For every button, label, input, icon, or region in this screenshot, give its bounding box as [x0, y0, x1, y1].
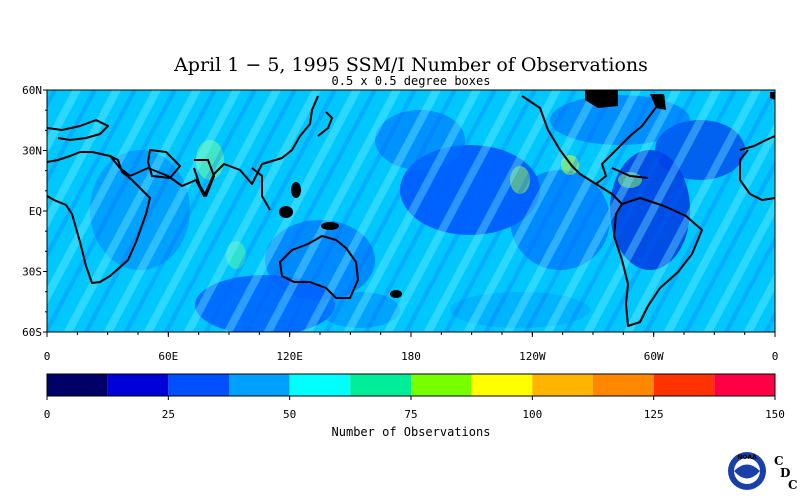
- coastlines: [47, 95, 775, 327]
- colorbar-swatch: [714, 374, 775, 396]
- land-mask: [279, 90, 775, 298]
- coast-west-africa-right: [739, 149, 775, 201]
- coast-australia: [279, 235, 359, 299]
- cdc-letter-c1: C: [774, 454, 784, 468]
- lat-tick-label: 30S: [22, 266, 42, 279]
- colorbar-tick-label: 150: [765, 408, 785, 421]
- cdc-letter-c2: C: [788, 478, 798, 492]
- lat-tick-label: 60N: [22, 84, 42, 97]
- land-mask-labrador: [650, 94, 666, 110]
- noaa-ring-text: NOAA: [737, 454, 757, 461]
- colorbar-swatch: [47, 374, 108, 396]
- colorbar-swatch: [532, 374, 593, 396]
- land-mask-islands: [291, 182, 301, 198]
- cdc-letter-d: D: [780, 466, 790, 480]
- coast-arabia: [147, 149, 181, 179]
- lat-tick-label: 60S: [22, 326, 42, 339]
- lat-tick-label: EQ: [29, 205, 42, 218]
- colorbar-swatch: [411, 374, 472, 396]
- figure-title: April 1 − 5, 1995 SSM/I Number of Observ…: [173, 54, 648, 76]
- figure-subtitle: 0.5 x 0.5 degree boxes: [332, 74, 491, 88]
- lon-tick-label: 0: [44, 350, 51, 363]
- longitude-axis: 0 60E 120E 180 120W 60W 0: [44, 332, 779, 363]
- land-mask-new-zealand: [390, 290, 402, 298]
- colorbar-swatch: [593, 374, 654, 396]
- map-panel: [47, 90, 775, 332]
- colorbar-swatch: [107, 374, 169, 396]
- land-mask-borneo: [279, 206, 293, 218]
- colorbar-swatch: [471, 374, 533, 396]
- colorbar-tick-label: 25: [162, 408, 175, 421]
- colorbar-tick-label: 125: [644, 408, 664, 421]
- colorbar: 0 25 50 75 100 125 150: [44, 373, 785, 421]
- coast-south-america: [613, 197, 703, 327]
- colorbar-swatch: [350, 374, 411, 396]
- colorbar-swatch: [653, 374, 715, 396]
- colorbar-swatch: [289, 374, 351, 396]
- lon-tick-label: 120W: [519, 350, 546, 363]
- coast-india: [193, 159, 215, 197]
- colorbar-tick-label: 75: [404, 408, 417, 421]
- land-mask-new-guinea: [321, 222, 339, 230]
- coast-se-asia: [251, 167, 271, 211]
- coast-africa: [47, 151, 151, 284]
- colorbar-swatch: [229, 374, 290, 396]
- colorbar-tick-label: 0: [44, 408, 51, 421]
- colorbar-label: Number of Observations: [332, 425, 491, 439]
- lon-tick-label: 60E: [158, 350, 178, 363]
- swath-texture: [47, 90, 775, 332]
- coast-caribbean: [611, 167, 649, 179]
- lat-tick-label: 30N: [22, 145, 42, 158]
- coast-red-sea: [109, 155, 131, 177]
- coast-europe-africa-east: [739, 135, 775, 151]
- noaa-cdc-logo: NOAA C D C: [728, 452, 798, 492]
- lon-tick-label: 120E: [276, 350, 303, 363]
- colorbar-tick-label: 50: [283, 408, 296, 421]
- coast-eurasia-south: [129, 95, 319, 197]
- land-mask-scandinavia: [770, 92, 775, 100]
- lon-tick-label: 0: [772, 350, 779, 363]
- coast-mediterranean: [47, 119, 109, 141]
- latitude-axis: 60N 30N EQ 30S 60S: [22, 84, 47, 339]
- coast-japan: [317, 111, 333, 137]
- colorbar-tick-label: 100: [522, 408, 542, 421]
- noaa-bird-icon: [734, 464, 760, 479]
- lon-tick-label: 60W: [644, 350, 664, 363]
- colorbar-swatch: [168, 374, 229, 396]
- coast-north-america: [521, 95, 665, 185]
- land-mask-north-america: [585, 90, 618, 108]
- coast-central-america: [595, 183, 623, 205]
- lon-tick-label: 180: [401, 350, 421, 363]
